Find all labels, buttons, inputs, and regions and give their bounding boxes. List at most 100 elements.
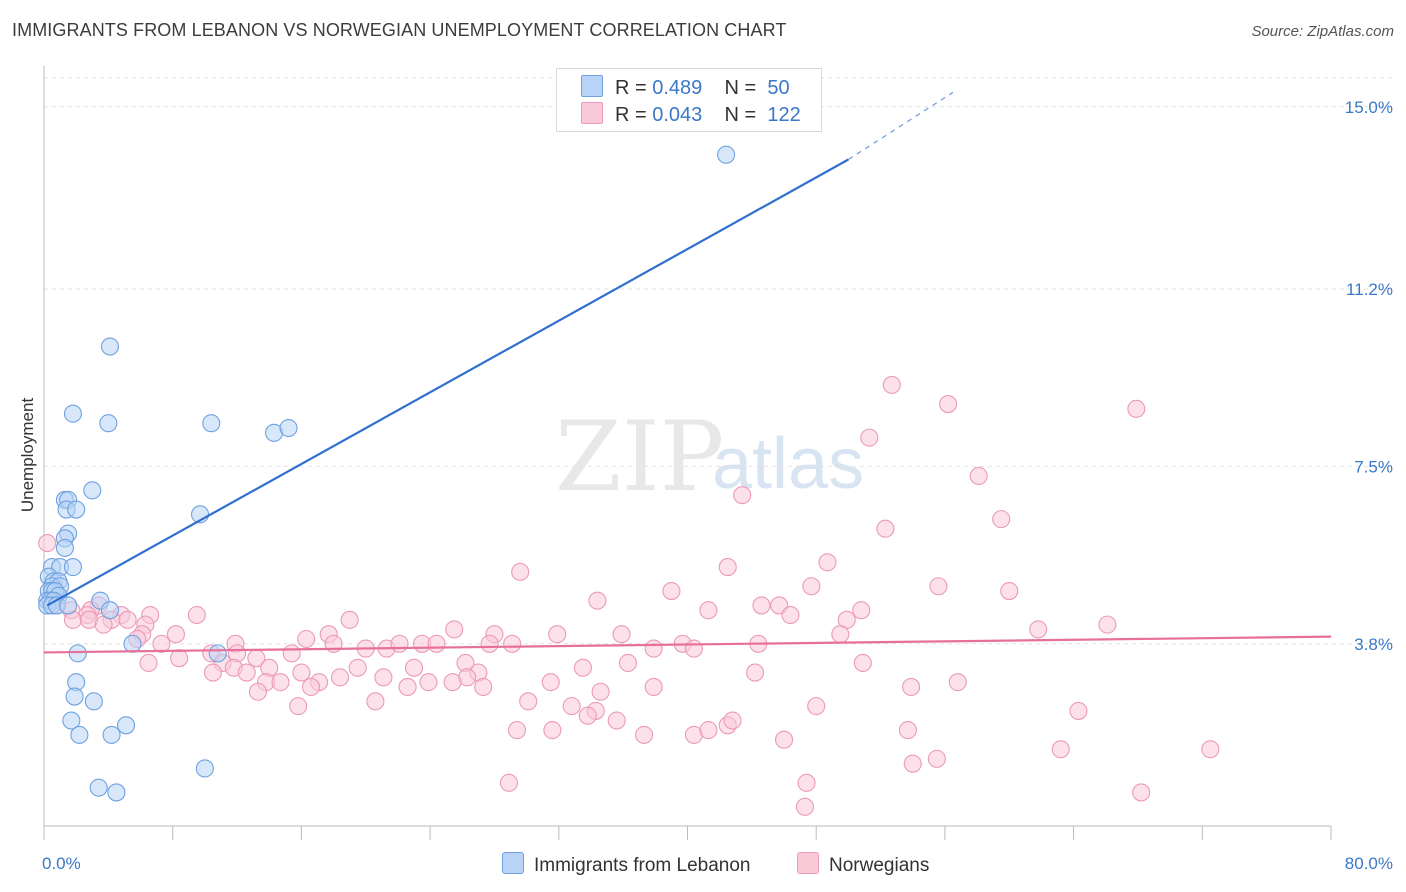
norwegians-point: [503, 634, 522, 653]
norwegians-point: [374, 668, 393, 687]
norwegians-point: [474, 677, 493, 696]
lebanon-point: [208, 644, 227, 663]
norwegians-point: [297, 629, 316, 649]
norwegians-legend-label: Norwegians: [829, 855, 930, 876]
norwegians-point: [302, 677, 321, 696]
norwegians-point: [588, 591, 607, 610]
lebanon-n-value: 50: [767, 77, 790, 99]
norwegians-point: [282, 644, 301, 663]
norwegians-point: [860, 428, 879, 447]
norwegians-point: [807, 697, 826, 716]
lebanon-point: [84, 692, 103, 711]
norwegians-point: [612, 625, 631, 644]
norwegians-point: [519, 692, 538, 711]
gridlines: [44, 77, 1392, 645]
y-tick-label: 7.5%: [1354, 457, 1393, 476]
chart-title: IMMIGRANTS FROM LEBANON VS NORWEGIAN UNE…: [12, 20, 787, 40]
legend-row-norwegians: R = 0.043 N = 122: [581, 102, 801, 128]
norwegians-point: [723, 711, 742, 730]
norwegians-point: [139, 653, 158, 673]
lebanon-point: [63, 404, 83, 423]
lebanon-point: [195, 759, 214, 778]
r-label: R =: [615, 77, 647, 99]
norwegians-point: [618, 653, 638, 673]
lebanon-point: [67, 500, 86, 519]
norwegians-point: [1000, 582, 1019, 601]
norwegians-point: [591, 682, 610, 701]
norwegians-points: [38, 375, 1220, 816]
norwegians-point: [340, 610, 359, 629]
norwegians-point: [511, 562, 530, 581]
norwegians-point: [1201, 740, 1220, 759]
norwegians-point: [480, 634, 499, 653]
norwegians-point: [562, 697, 581, 716]
lebanon-point: [202, 414, 221, 433]
lebanon-point: [83, 481, 102, 500]
norwegians-point: [1029, 620, 1048, 639]
y-axis-label: Unemployment: [18, 398, 37, 513]
norwegians-point: [733, 486, 752, 505]
norwegians-point: [248, 682, 268, 701]
lebanon-point: [99, 414, 118, 433]
norwegians-point: [237, 663, 256, 682]
lebanon-point: [89, 778, 108, 797]
norwegians-point: [573, 658, 592, 677]
norwegians-point: [903, 754, 922, 773]
correlation-legend: R = 0.489 N = 50 R = 0.043 N = 122: [556, 68, 822, 132]
lebanon-point: [55, 538, 74, 557]
bottom-legend-lebanon: Immigrants from Lebanon: [502, 852, 751, 877]
lebanon-point: [116, 716, 136, 735]
norwegians-point: [902, 677, 921, 696]
norwegians-point: [607, 711, 626, 730]
norwegians-point: [1069, 701, 1088, 720]
norwegians-point: [969, 466, 988, 486]
y-tick-label: 3.8%: [1354, 635, 1393, 654]
x-tick-label-max: 80.0%: [1345, 854, 1393, 873]
norwegians-point: [398, 677, 417, 696]
norwegians-point: [752, 596, 771, 615]
norwegians-point: [818, 553, 837, 572]
lebanon-point: [70, 725, 89, 744]
norwegians-point: [38, 534, 57, 553]
norwegians-point: [644, 677, 663, 696]
norwegians-point: [541, 673, 560, 692]
norwegians-r-value: 0.043: [652, 104, 703, 126]
y-tick-label: 15.0%: [1345, 98, 1393, 117]
x-tick-label-min: 0.0%: [42, 854, 81, 873]
norwegians-point: [118, 610, 137, 629]
lebanon-point: [63, 558, 83, 577]
norwegians-point: [635, 725, 654, 744]
norwegians-n-value: 122: [767, 104, 801, 126]
lebanon-legend-swatch: [502, 852, 524, 874]
norwegians-point: [390, 634, 409, 653]
norwegians-point: [330, 668, 350, 687]
y-tick-label: 11.2%: [1346, 280, 1393, 299]
norwegians-point: [853, 653, 872, 673]
norwegians-point: [443, 673, 462, 692]
norwegians-point: [445, 620, 464, 639]
norwegians-point: [348, 658, 367, 677]
norwegians-point: [852, 601, 871, 620]
norwegians-point: [898, 721, 917, 740]
norwegians-point: [644, 639, 663, 658]
norwegians-point: [927, 749, 946, 768]
n-label: N =: [724, 77, 757, 99]
lebanon-point: [102, 725, 121, 744]
lebanon-legend-label: Immigrants from Lebanon: [534, 855, 751, 876]
norwegians-swatch: [581, 102, 603, 124]
norwegians-point: [662, 582, 681, 601]
norwegians-point: [699, 721, 718, 740]
norwegians-point: [802, 577, 821, 596]
lebanon-point: [279, 418, 298, 438]
norwegians-point: [170, 649, 189, 668]
norwegians-point: [882, 375, 901, 394]
y-tick-labels: 3.8% 7.5% 11.2% 15.0%: [1345, 98, 1393, 654]
norwegians-point: [187, 605, 206, 625]
lebanon-point: [123, 634, 142, 653]
norwegians-point: [427, 634, 446, 653]
norwegians-point: [578, 706, 597, 725]
norwegians-legend-swatch: [797, 852, 819, 874]
trend-lines: [43, 91, 1332, 654]
lebanon-point: [100, 601, 120, 620]
